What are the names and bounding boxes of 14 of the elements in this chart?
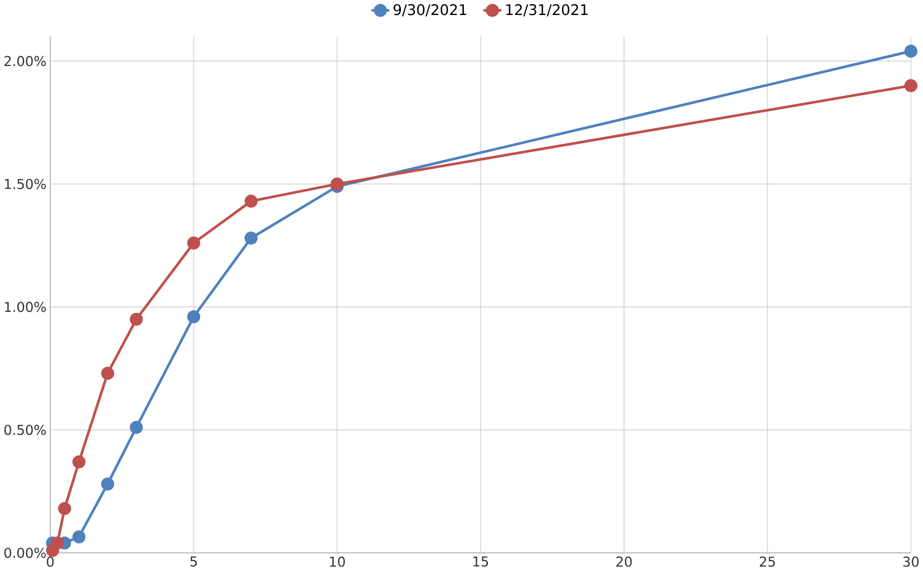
x-tick-label: 25 (760, 556, 775, 567)
y-tick-label: 0.50% (4, 424, 46, 435)
x-tick-label: 15 (473, 556, 488, 566)
y-tick-label: 1.00% (4, 302, 46, 312)
legend-label: 9/30/2021 (394, 4, 466, 16)
x-tick-label: 10 (330, 556, 345, 567)
x-tick-label: 20 (616, 556, 632, 567)
x-tick-label: 30 (903, 556, 919, 567)
y-tick-label: 1.50% (4, 178, 46, 189)
legend-label: 12/31/2021 (506, 4, 588, 16)
y-tick-label: 2.00% (4, 56, 46, 66)
x-tick-label: 5 (190, 556, 197, 566)
y-tick-label: 0.00% (4, 548, 46, 558)
x-tick-label: 0 (46, 556, 54, 567)
